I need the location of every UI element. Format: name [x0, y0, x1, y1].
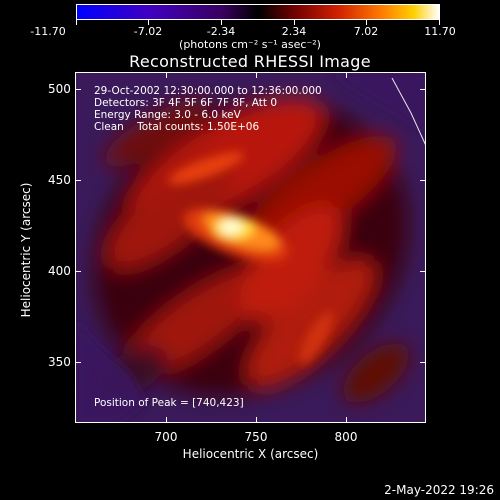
y-tick	[75, 362, 81, 363]
y-tick-label: 350	[48, 355, 71, 369]
x-tick-label: 800	[334, 430, 358, 444]
time-range-text: 29-Oct-2002 12:30:00.000 to 12:36:00.000	[94, 85, 322, 97]
y-tick-label: 500	[48, 82, 71, 96]
y-tick	[420, 362, 426, 363]
x-tick-label: 750	[244, 430, 268, 444]
colorbar-tick-label: -11.70	[30, 25, 66, 38]
y-tick	[75, 89, 81, 90]
x-tick	[166, 72, 167, 78]
detectors-text: Detectors: 3F 4F 5F 6F 7F 8F, Att 0	[94, 97, 278, 109]
heatmap-image	[76, 73, 425, 422]
clean-counts-text: Clean Total counts: 1.50E+06	[94, 121, 260, 133]
x-tick-label: 700	[154, 430, 178, 444]
y-tick	[420, 89, 426, 90]
y-tick	[420, 180, 426, 181]
colorbar-tick-label: 2.34	[281, 25, 307, 38]
y-tick	[420, 271, 426, 272]
colorbar-tick-label: -2.34	[206, 25, 236, 38]
x-tick	[346, 72, 347, 78]
x-tick	[256, 417, 257, 423]
colorbar-units: (photons cm⁻² s⁻¹ asec⁻²)	[179, 38, 321, 51]
x-tick	[166, 417, 167, 423]
y-axis-label: Heliocentric Y (arcsec)	[19, 182, 33, 318]
y-tick	[75, 271, 81, 272]
colorbar-tick-label: 7.02	[353, 25, 379, 38]
colorbar-tick-label: 11.70	[424, 25, 456, 38]
timestamp: 2-May-2022 19:26	[384, 483, 494, 497]
energy-range-text: Energy Range: 3.0 - 6.0 keV	[94, 109, 241, 121]
x-axis-label: Heliocentric X (arcsec)	[182, 447, 319, 461]
y-tick	[75, 180, 81, 181]
colorbar-ticks	[76, 20, 440, 25]
y-tick-label: 450	[48, 173, 71, 187]
x-tick	[256, 72, 257, 78]
peak-position-text: Position of Peak = [740,423]	[94, 397, 244, 409]
colorbar-tick-label: -7.02	[133, 25, 163, 38]
y-tick-label: 400	[48, 264, 71, 278]
x-tick	[346, 417, 347, 423]
page-title: Reconstructed RHESSI Image	[129, 52, 371, 71]
colorbar	[76, 4, 440, 20]
image-plot: 29-Oct-2002 12:30:00.000 to 12:36:00.000…	[75, 72, 426, 423]
